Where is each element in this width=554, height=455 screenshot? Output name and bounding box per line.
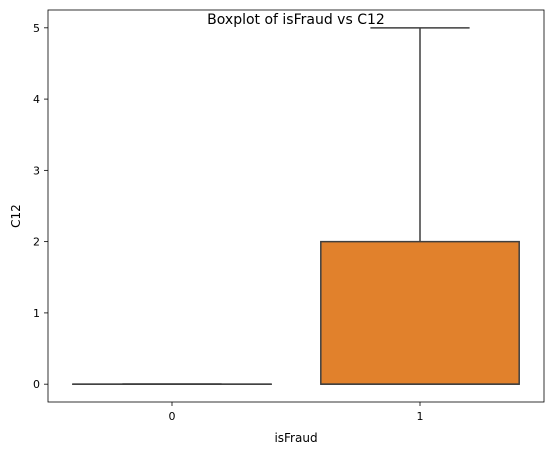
box	[320, 240, 520, 385]
x-tick-label: 1	[417, 410, 424, 423]
y-tick-label: 2	[33, 236, 40, 249]
y-tick-label: 4	[33, 93, 40, 106]
box-group-1	[320, 27, 520, 385]
y-axis-label: C12	[9, 204, 23, 228]
y-tick-label: 5	[33, 22, 40, 35]
x-tick-label: 0	[169, 410, 176, 423]
y-tick-label: 1	[33, 307, 40, 320]
y-axis: 0 1 2 3 4 5	[33, 22, 48, 391]
y-tick-label: 3	[33, 164, 40, 177]
chart-title: Boxplot of isFraud vs C12	[207, 12, 385, 28]
y-tick-label: 0	[33, 378, 40, 391]
plot-marks	[72, 27, 520, 385]
x-axis-label: isFraud	[274, 431, 317, 445]
plot-frame	[47, 9, 545, 403]
